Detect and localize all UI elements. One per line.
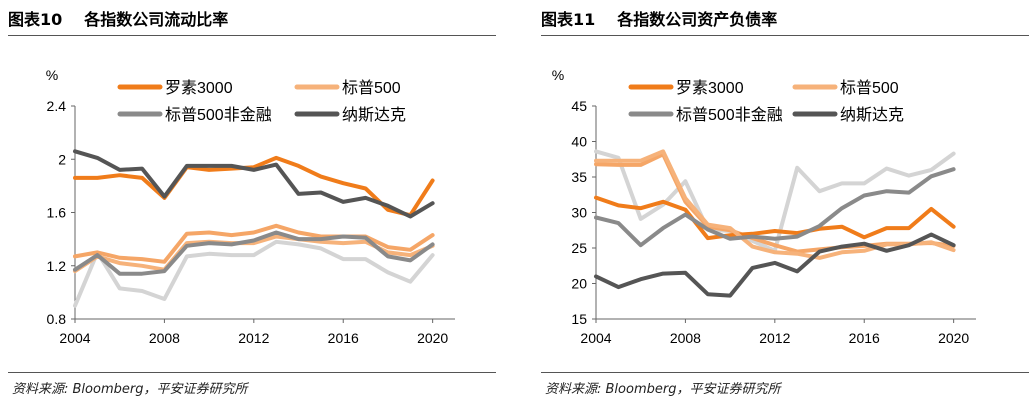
title-divider	[541, 35, 1029, 36]
legend-label: 标普500非金融	[165, 106, 272, 124]
legend-label: 标普500非金融	[676, 106, 783, 124]
x-tick-label: 2008	[149, 330, 180, 346]
chart-title: 图表10 各指数公司流动比率	[8, 6, 228, 30]
figure-number: 图表10	[8, 10, 63, 29]
title-divider	[8, 35, 496, 36]
figure-title: 各指数公司资产负债率	[617, 10, 778, 29]
source-note: 资料来源: Bloomberg，平安证券研究所	[545, 382, 781, 397]
y-tick-label: 15	[571, 311, 587, 327]
y-tick-label: 35	[571, 169, 587, 185]
legend-label: 标普500	[342, 79, 401, 97]
panel-current-ratio: 图表10 各指数公司流动比率 0.8 1.2 1.6 2 2.4% 2004 2008 2012…	[0, 0, 500, 410]
y-axis-unit-label: %	[46, 67, 58, 83]
y-tick-label: 25	[571, 240, 587, 256]
source-note: 资料来源: Bloomberg，平安证券研究所	[12, 382, 248, 397]
y-tick-label: 1.2	[47, 258, 67, 274]
y-tick-label: 1.6	[47, 205, 67, 221]
series-line-unlabeled-5	[73, 223, 435, 264]
legend-label: 罗素3000	[165, 79, 233, 97]
series-line-2	[594, 167, 956, 248]
figure-number: 图表11	[541, 10, 596, 29]
series-line-3	[73, 149, 435, 219]
source-divider	[541, 372, 1029, 373]
panel-debt-ratio: 图表11 各指数公司资产负债率 15 20 25 30 35 40 45% 2004 2008 20…	[533, 0, 1033, 410]
series-line-0	[73, 155, 435, 218]
y-tick-label: 40	[571, 134, 587, 150]
x-tick-label: 2012	[238, 330, 269, 346]
legend-label: 纳斯达克	[342, 106, 406, 124]
source-divider	[8, 372, 496, 373]
y-tick-label: 2	[58, 151, 66, 167]
current-ratio-chart: 0.8 1.2 1.6 2 2.4% 2004 2008 2012 2016 2020 罗素3000…	[46, 67, 455, 346]
x-tick-label: 2020	[417, 330, 448, 346]
y-tick-label: 20	[571, 276, 587, 292]
legend-label: 罗素3000	[676, 79, 744, 97]
x-tick-label: 2020	[938, 330, 969, 346]
x-tick-label: 2008	[670, 330, 701, 346]
y-tick-label: 30	[571, 205, 587, 221]
series-line-2	[73, 230, 435, 276]
debt-ratio-chart: 15 20 25 30 35 40 45% 2004 2008 2012 2016 2020 罗素300…	[552, 67, 976, 346]
legend-label: 标普500	[840, 79, 899, 97]
y-axis-unit-label: %	[552, 67, 564, 83]
chart-title: 图表11 各指数公司资产负债率	[541, 6, 777, 30]
x-tick-label: 2016	[328, 330, 359, 346]
series-line-0	[594, 195, 956, 241]
x-tick-label: 2016	[849, 330, 880, 346]
figure-title: 各指数公司流动比率	[84, 10, 229, 29]
x-tick-label: 2004	[59, 330, 90, 346]
x-tick-label: 2012	[759, 330, 790, 346]
x-tick-label: 2004	[580, 330, 611, 346]
series-line-3	[594, 232, 956, 298]
y-tick-label: 2.4	[47, 98, 67, 114]
series-line-1	[594, 149, 956, 260]
y-tick-label: 45	[571, 98, 587, 114]
y-tick-label: 0.8	[47, 311, 67, 327]
legend-label: 纳斯达克	[840, 106, 904, 124]
series-line-unlabeled-4	[73, 239, 435, 308]
